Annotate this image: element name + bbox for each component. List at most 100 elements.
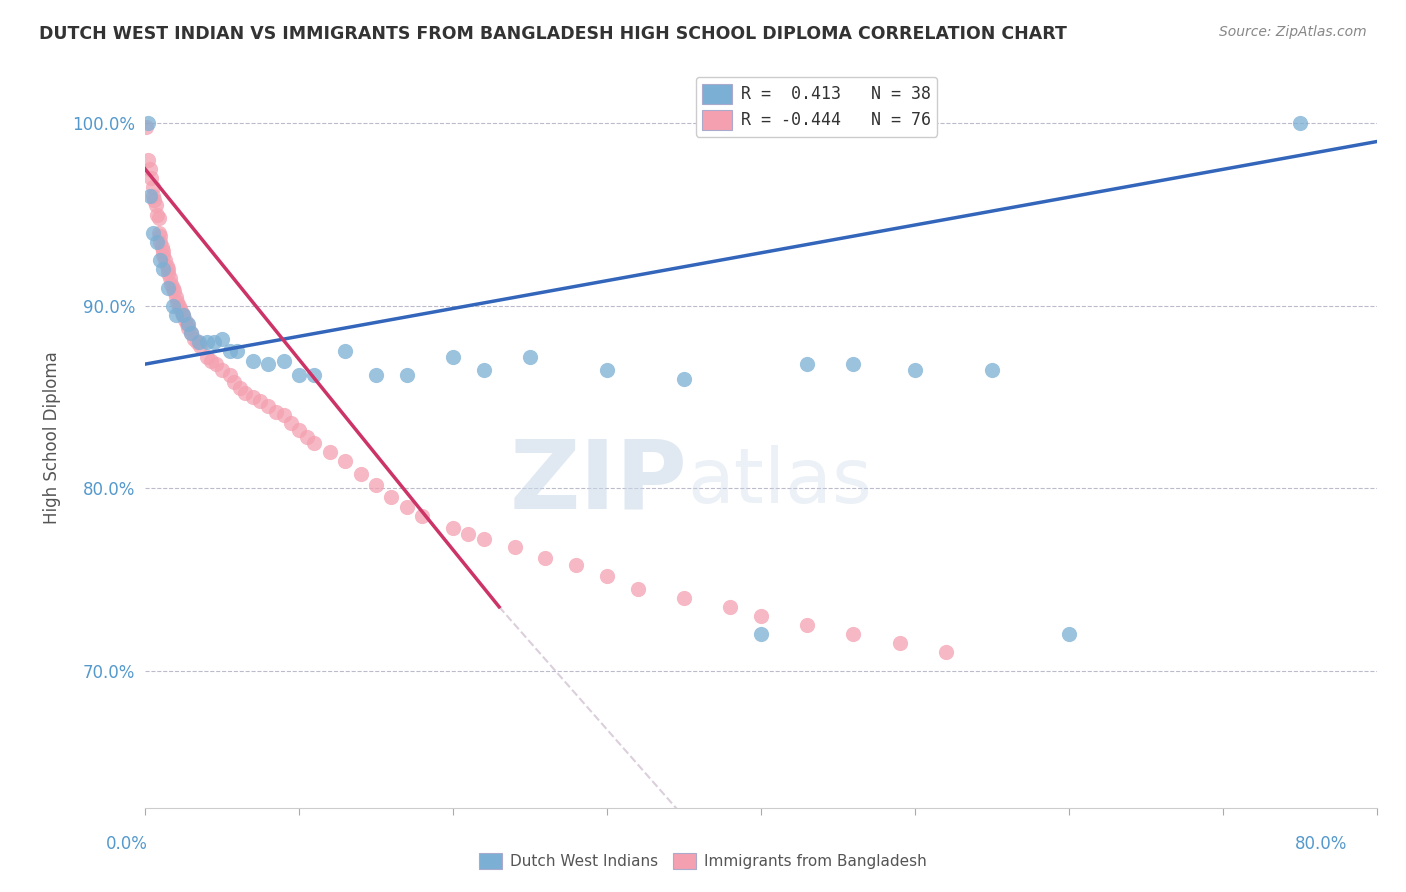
Point — [167, 299, 190, 313]
Text: atlas: atlas — [688, 445, 872, 519]
Point — [242, 390, 264, 404]
Point — [165, 290, 187, 304]
Point — [503, 540, 526, 554]
Text: 80.0%: 80.0% — [1295, 835, 1347, 853]
Point — [157, 280, 180, 294]
Point — [153, 253, 176, 268]
Point — [304, 435, 326, 450]
Point — [472, 533, 495, 547]
Point — [162, 280, 184, 294]
Point — [842, 357, 865, 371]
Point — [183, 332, 205, 346]
Point — [257, 399, 280, 413]
Point — [149, 235, 172, 249]
Y-axis label: High School Diploma: High School Diploma — [44, 351, 60, 524]
Point — [288, 423, 311, 437]
Point — [627, 582, 650, 596]
Point — [152, 244, 174, 258]
Point — [165, 308, 187, 322]
Point — [157, 262, 180, 277]
Point — [796, 357, 818, 371]
Point — [333, 344, 356, 359]
Point — [138, 189, 160, 203]
Point — [139, 171, 162, 186]
Point — [136, 153, 159, 167]
Point — [242, 353, 264, 368]
Legend: Dutch West Indians, Immigrants from Bangladesh: Dutch West Indians, Immigrants from Bang… — [474, 847, 932, 875]
Point — [143, 193, 166, 207]
Point — [411, 508, 433, 523]
Point — [364, 368, 387, 383]
Point — [169, 302, 191, 317]
Point — [163, 284, 186, 298]
Point — [295, 430, 318, 444]
Point — [162, 299, 184, 313]
Point — [148, 226, 170, 240]
Point — [218, 368, 240, 383]
Point — [202, 335, 225, 350]
Point — [159, 271, 181, 285]
Point — [233, 386, 256, 401]
Point — [146, 235, 169, 249]
Point — [333, 454, 356, 468]
Point — [170, 306, 193, 320]
Point — [204, 357, 226, 371]
Point — [152, 247, 174, 261]
Point — [1289, 116, 1312, 130]
Point — [981, 362, 1004, 376]
Point — [166, 295, 188, 310]
Point — [172, 308, 194, 322]
Point — [148, 211, 170, 226]
Point — [749, 609, 772, 624]
Point — [180, 326, 202, 340]
Point — [364, 477, 387, 491]
Point — [273, 409, 295, 423]
Point — [249, 393, 271, 408]
Point — [218, 344, 240, 359]
Point — [187, 335, 209, 350]
Point — [441, 521, 464, 535]
Point — [280, 416, 302, 430]
Point — [441, 350, 464, 364]
Point — [149, 229, 172, 244]
Point — [145, 198, 167, 212]
Point — [395, 500, 418, 514]
Point — [135, 120, 157, 134]
Point — [596, 362, 619, 376]
Point — [842, 627, 865, 641]
Point — [288, 368, 311, 383]
Point — [136, 116, 159, 130]
Point — [157, 266, 180, 280]
Point — [229, 381, 252, 395]
Point — [264, 404, 287, 418]
Point — [349, 467, 371, 481]
Text: Source: ZipAtlas.com: Source: ZipAtlas.com — [1219, 25, 1367, 39]
Point — [177, 320, 200, 334]
Point — [190, 339, 212, 353]
Point — [472, 362, 495, 376]
Point — [749, 627, 772, 641]
Point — [176, 317, 198, 331]
Point — [257, 357, 280, 371]
Point — [319, 444, 342, 458]
Point — [138, 161, 160, 176]
Point — [149, 253, 172, 268]
Point — [226, 344, 249, 359]
Point — [142, 180, 165, 194]
Point — [457, 527, 479, 541]
Point — [796, 618, 818, 632]
Point — [152, 262, 174, 277]
Point — [304, 368, 326, 383]
Point — [195, 335, 218, 350]
Point — [172, 308, 194, 322]
Point — [146, 207, 169, 221]
Point — [534, 550, 557, 565]
Point — [672, 372, 695, 386]
Point — [211, 362, 233, 376]
Point — [904, 362, 927, 376]
Text: DUTCH WEST INDIAN VS IMMIGRANTS FROM BANGLADESH HIGH SCHOOL DIPLOMA CORRELATION : DUTCH WEST INDIAN VS IMMIGRANTS FROM BAN… — [39, 25, 1067, 43]
Point — [177, 317, 200, 331]
Point — [186, 335, 208, 350]
Point — [150, 240, 173, 254]
Point — [935, 645, 957, 659]
